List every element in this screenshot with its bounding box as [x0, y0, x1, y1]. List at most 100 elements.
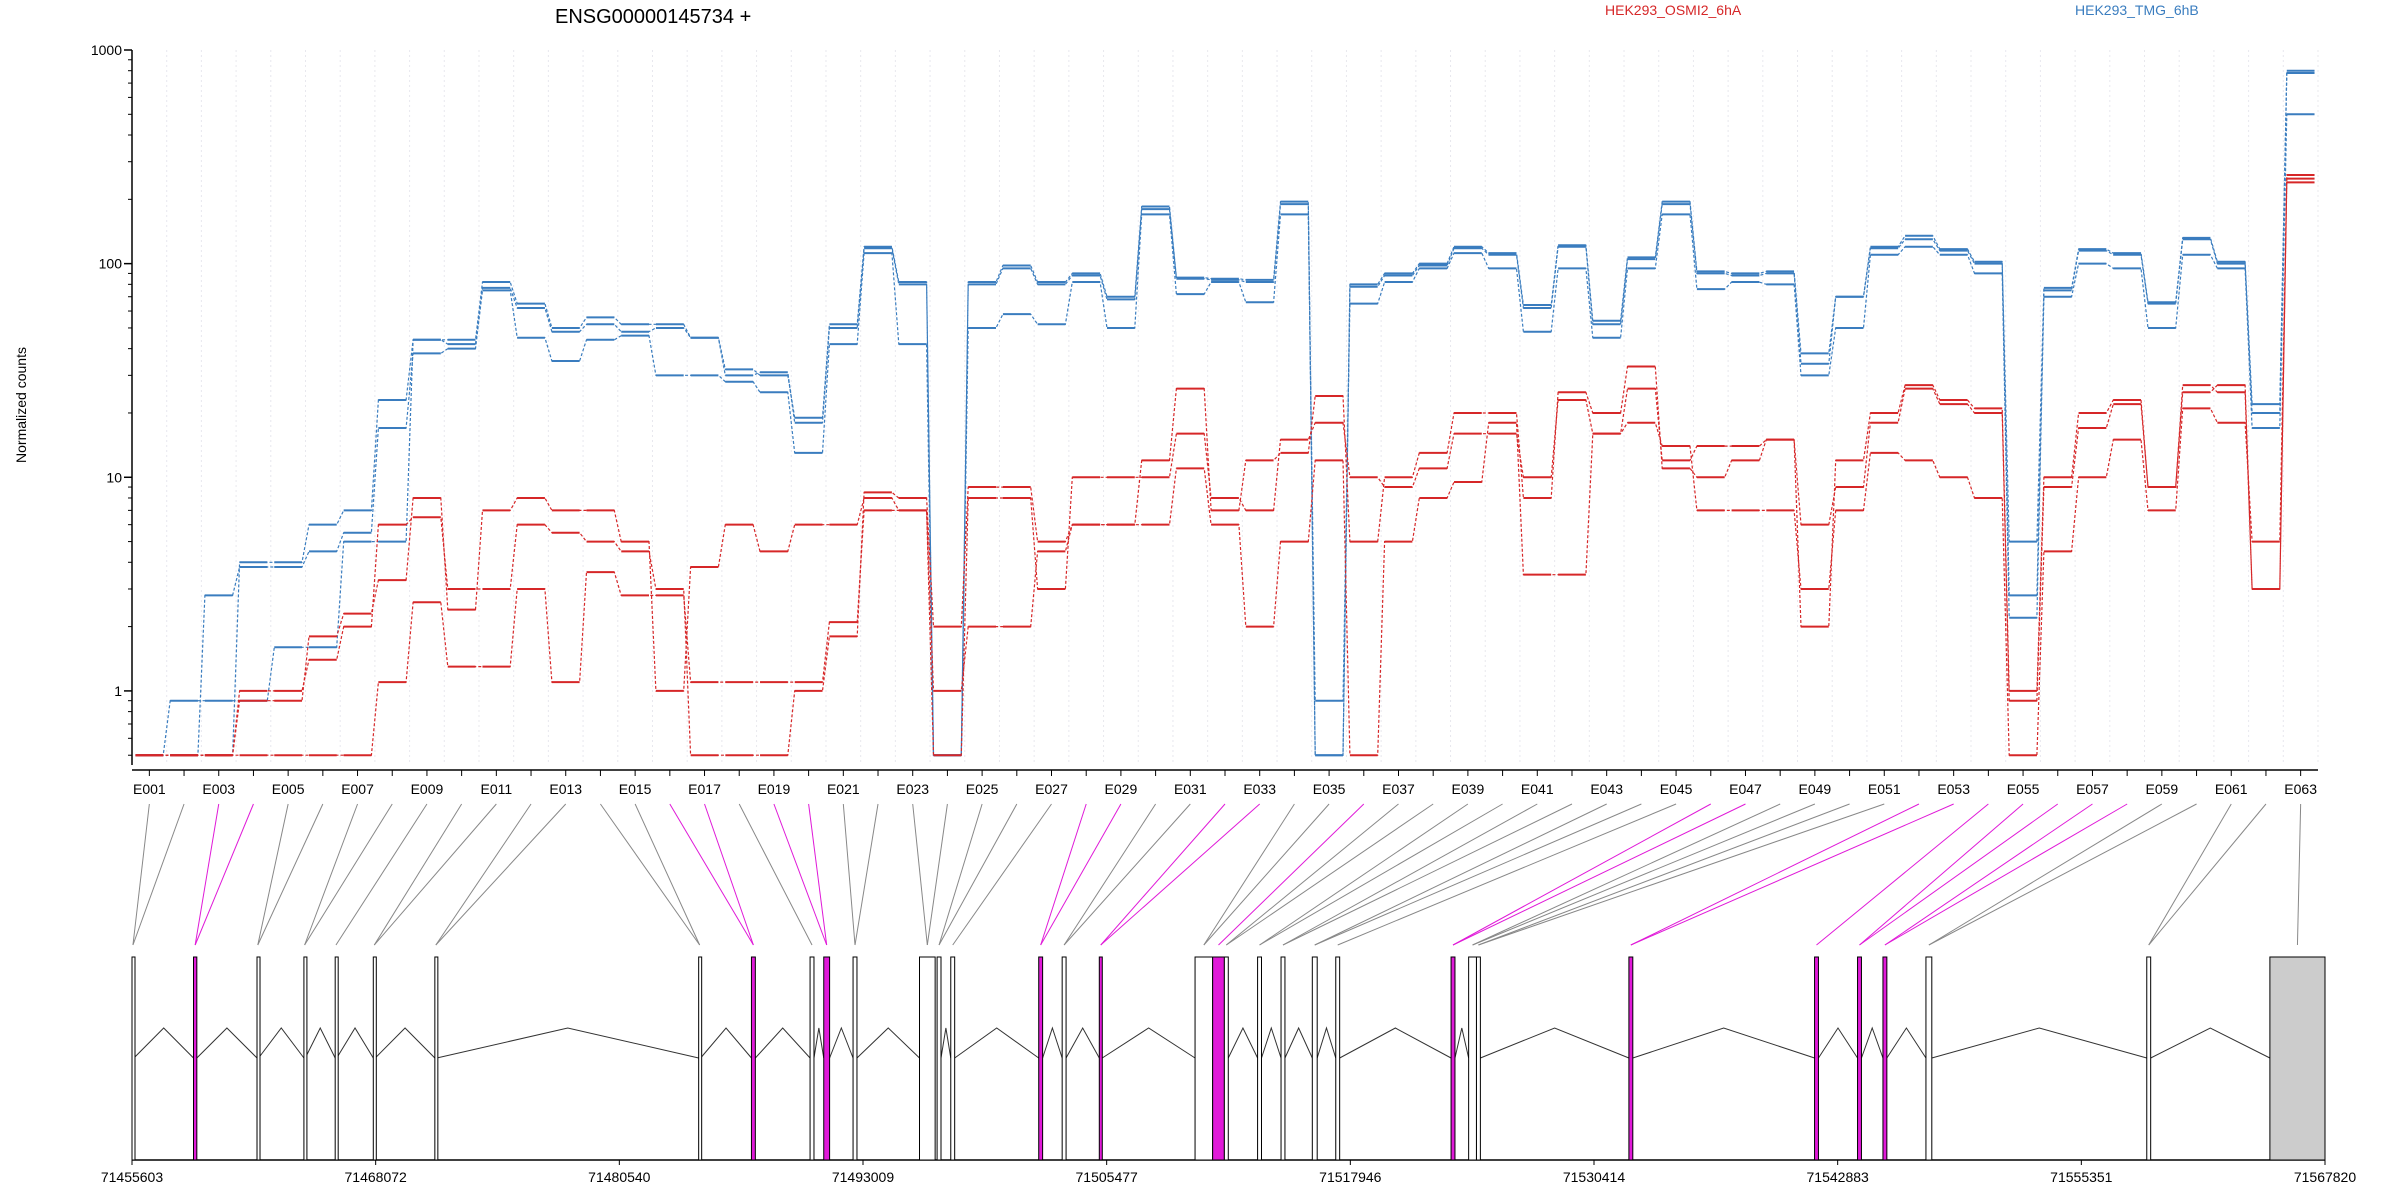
exon-connector: [2148, 803, 2232, 946]
exon-connector: [1282, 803, 1538, 946]
exon-box: [1335, 956, 1341, 1161]
exon-connector: [1928, 803, 2197, 946]
exon-box: [1857, 956, 1862, 1161]
x-tick-label: E041: [1521, 781, 1554, 797]
exon-connector: [1630, 803, 1954, 946]
exon-connector: [704, 803, 754, 946]
intron-line: [1860, 1026, 1884, 1059]
exon-connector: [1452, 803, 1712, 946]
y-tick-label: 10: [106, 469, 122, 485]
x-tick-label: E061: [2215, 781, 2248, 797]
series-osmi-line: [135, 178, 2315, 756]
exon-connector: [938, 803, 983, 946]
exon-connector: [808, 803, 828, 946]
exon-connector: [1282, 803, 1573, 946]
series-tmg-line: [135, 70, 2315, 756]
x-tick-label: E011: [480, 781, 512, 797]
exon-connector: [912, 803, 928, 946]
exon-box: [303, 956, 308, 1161]
exon-box: [1475, 956, 1481, 1161]
exon-connector: [1063, 803, 1191, 946]
exon-connector: [1859, 803, 2059, 946]
x-tick-label: E021: [827, 781, 860, 797]
legend-label-tmg: HEK293_TMG_6hB: [2075, 2, 2199, 18]
exon-box: [919, 956, 936, 1161]
y-tick-label: 1: [114, 683, 122, 699]
intron-line: [1818, 1027, 1858, 1059]
exon-connector: [435, 803, 567, 946]
series-osmi-line: [135, 174, 2315, 756]
x-tick-label: E005: [272, 781, 305, 797]
intron-line: [1316, 1026, 1337, 1059]
exon-connector: [1630, 803, 1920, 946]
exon-connector: [773, 803, 828, 946]
exon-connector: [854, 803, 879, 946]
exon-box: [936, 956, 942, 1161]
exon-box: [434, 956, 439, 1161]
y-tick-label: 100: [99, 256, 123, 272]
exon-connector: [1472, 803, 1781, 946]
genomic-tick-label: 71542883: [1807, 1169, 1870, 1185]
exon-connector: [1452, 803, 1746, 946]
exon-connector: [1259, 803, 1503, 946]
exon-connector: [1928, 803, 2163, 946]
exon-connector: [1816, 803, 1989, 946]
x-tick-label: E037: [1382, 781, 1415, 797]
genomic-tick-label: 71530414: [1563, 1169, 1626, 1185]
exon-box: [1194, 956, 1214, 1161]
exon-connector: [1337, 803, 1677, 946]
exon-box: [823, 956, 831, 1161]
x-tick-label: E063: [2284, 781, 2317, 797]
x-tick-label: E051: [1868, 781, 1901, 797]
genomic-tick-label: 71567820: [2294, 1169, 2357, 1185]
exon-box: [334, 956, 339, 1161]
exon-connector: [304, 803, 359, 946]
chart-title: ENSG00000145734 +: [555, 6, 751, 28]
series-tmg-line: [135, 113, 2315, 756]
intron-line: [1339, 1027, 1452, 1059]
exon-connector: [926, 803, 948, 946]
exon-connector: [938, 803, 1018, 946]
intron-line: [856, 1027, 920, 1059]
x-tick-label: E035: [1313, 781, 1346, 797]
intron-line: [1886, 1027, 1927, 1059]
series-osmi-line: [135, 181, 2315, 756]
intron-line: [258, 1027, 305, 1059]
x-tick-label: E031: [1174, 781, 1207, 797]
exon-connector: [1859, 803, 2024, 946]
intron-line: [829, 1026, 854, 1059]
exon-connector: [1884, 803, 2128, 946]
genomic-tick-label: 71493009: [832, 1169, 895, 1185]
intron-line: [2150, 1027, 2271, 1059]
exon-connector: [257, 803, 324, 946]
x-tick-label: E049: [1799, 781, 1832, 797]
exon-box: [256, 956, 261, 1161]
exon-connector: [1478, 803, 1850, 946]
x-tick-label: E055: [2007, 781, 2040, 797]
x-tick-label: E027: [1035, 781, 1068, 797]
exon-box: [1814, 956, 1819, 1161]
exon-connector: [1226, 803, 1399, 946]
x-tick-label: E009: [411, 781, 444, 797]
intron-line: [940, 1027, 952, 1059]
exon-box: [1098, 956, 1103, 1161]
x-tick-label: E045: [1660, 781, 1693, 797]
exon-connector: [1259, 803, 1469, 946]
x-tick-label: E059: [2146, 781, 2179, 797]
y-tick-label: 1000: [91, 42, 122, 58]
intron-line: [1101, 1027, 1196, 1059]
exon-box: [1628, 956, 1634, 1161]
exon-connector: [304, 803, 393, 946]
intron-line: [196, 1027, 258, 1059]
exon-box: [131, 956, 136, 1161]
intron-line: [813, 1027, 825, 1059]
exon-box: [2146, 956, 2152, 1161]
exon-box: [852, 956, 858, 1161]
intron-line: [374, 1027, 436, 1059]
x-tick-label: E033: [1243, 781, 1276, 797]
intron-line: [700, 1027, 752, 1059]
x-tick-label: E013: [549, 781, 582, 797]
genomic-tick-label: 71455603: [101, 1169, 164, 1185]
intron-line: [436, 1027, 699, 1059]
